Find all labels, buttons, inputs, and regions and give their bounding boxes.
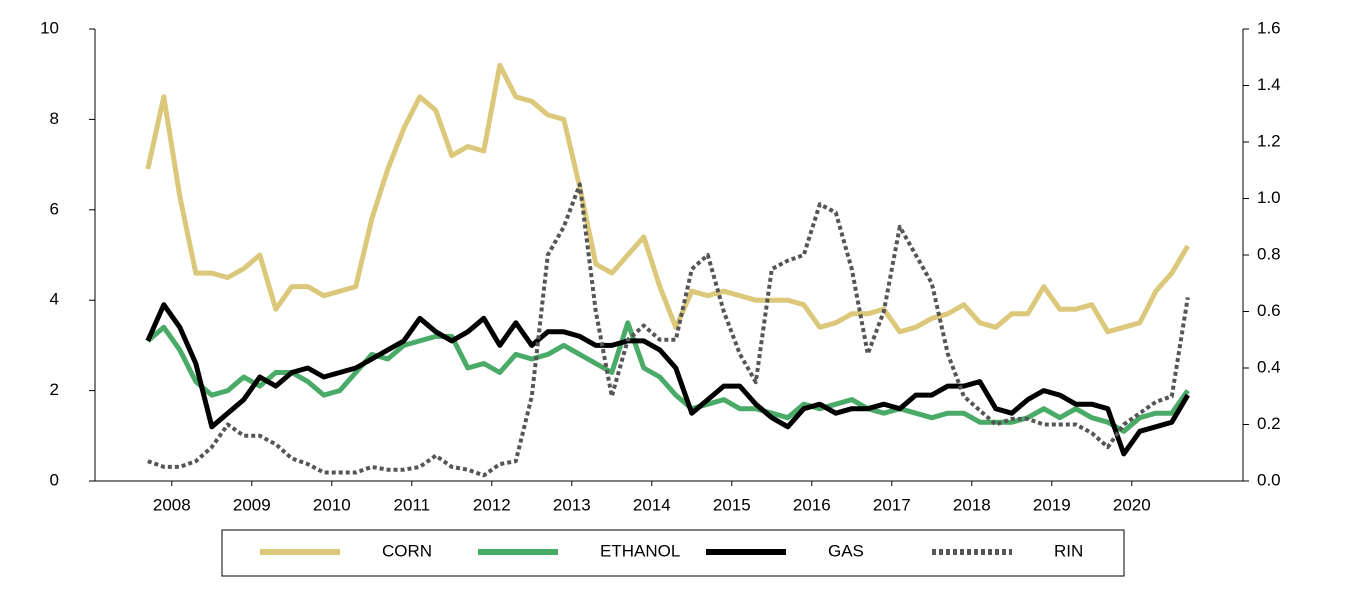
y-tick-label: 2: [50, 380, 59, 399]
x-tick-label: 2019: [1033, 495, 1071, 514]
x-tick-label: 2009: [233, 495, 271, 514]
series-line: [147, 182, 1190, 478]
x-tick-label: 2010: [313, 495, 351, 514]
x-tick-label: 2017: [873, 495, 911, 514]
x-tick-label: 2016: [793, 495, 831, 514]
legend-label: GAS: [828, 541, 864, 560]
y2-tick-label: 0.0: [1257, 470, 1281, 489]
y2-tick-label: 0.4: [1257, 357, 1281, 376]
series-line: [145, 302, 1190, 457]
y-tick-label: 4: [50, 290, 59, 309]
y2-tick-label: 1.6: [1257, 18, 1281, 37]
y-tick-label: 8: [50, 109, 59, 128]
y2-tick-label: 1.4: [1257, 75, 1281, 94]
legend-label: RIN: [1054, 541, 1083, 560]
y-tick-label: 0: [50, 470, 59, 489]
y2-tick-label: 0.2: [1257, 414, 1281, 433]
x-tick-label: 2008: [153, 495, 191, 514]
series-line: [145, 62, 1190, 335]
legend-label: ETHANOL: [600, 541, 680, 560]
y2-tick-label: 1.0: [1257, 188, 1281, 207]
y2-tick-label: 0.8: [1257, 244, 1281, 263]
legend-label: CORN: [382, 541, 432, 560]
x-tick-label: 2012: [473, 495, 511, 514]
x-tick-label: 2020: [1113, 495, 1151, 514]
y2-tick-label: 1.2: [1257, 131, 1281, 150]
x-tick-label: 2011: [394, 495, 431, 514]
y-tick-label: 10: [40, 18, 59, 37]
x-tick-label: 2018: [953, 495, 991, 514]
y2-tick-label: 0.6: [1257, 301, 1281, 320]
x-tick-label: 2014: [633, 495, 671, 514]
x-tick-label: 2013: [553, 495, 591, 514]
y-tick-label: 6: [50, 199, 59, 218]
x-tick-label: 2015: [713, 495, 751, 514]
legend-box: [221, 529, 1125, 577]
series-line: [146, 320, 1190, 434]
